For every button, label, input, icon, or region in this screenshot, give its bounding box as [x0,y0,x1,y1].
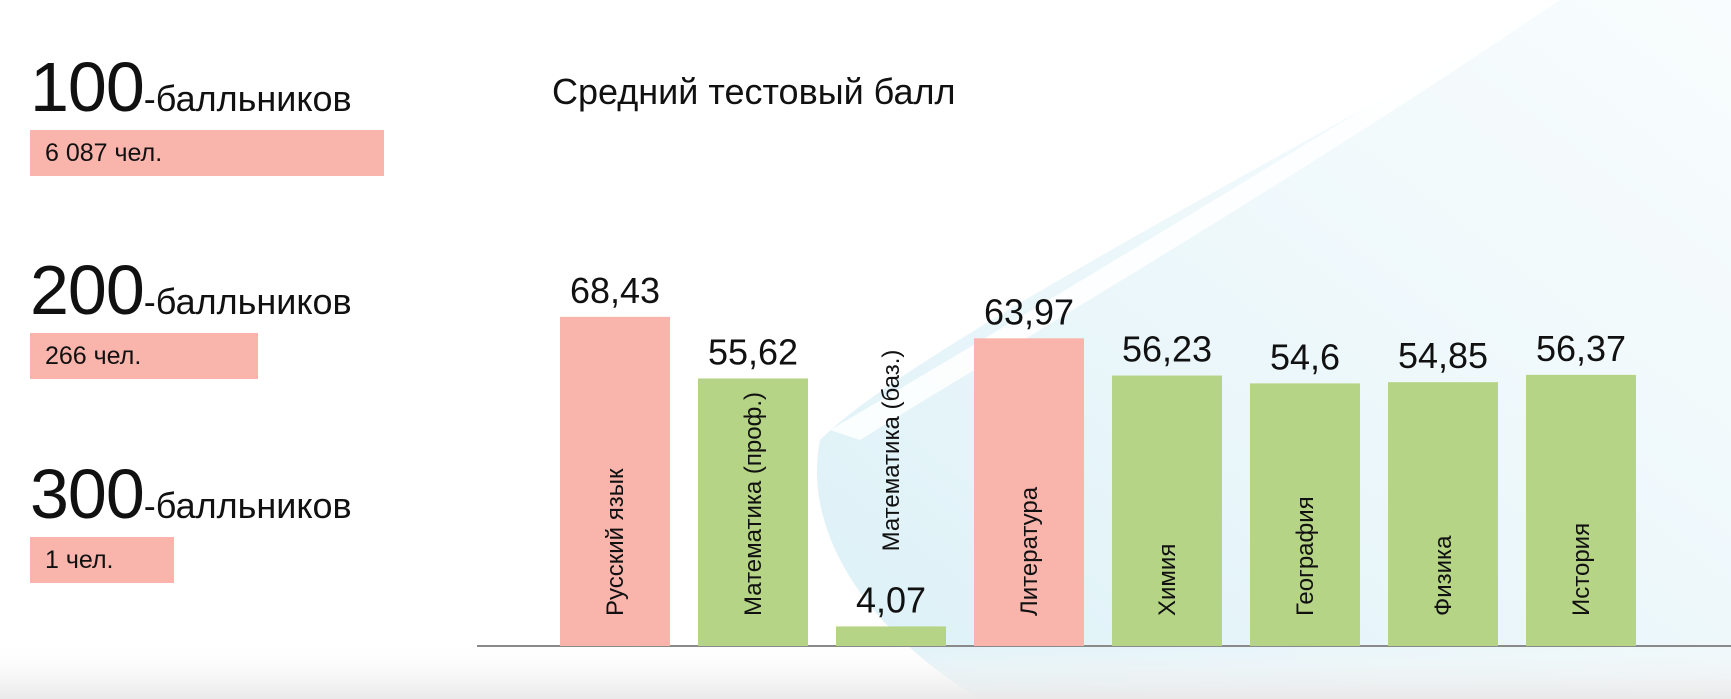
chart-title: Средний тестовый балл [552,71,956,112]
bar-value-label: 55,62 [708,331,798,372]
bar [1388,382,1498,646]
bar-value-label: 56,23 [1122,329,1212,370]
stat-suffix: -балльников [143,281,352,322]
stat-count-badge: 6 087 чел. [30,130,384,176]
stat-count-badge: 266 чел. [30,333,258,379]
bar-value-label: 63,97 [984,291,1074,332]
bar-value-label: 54,85 [1398,335,1488,376]
stat-suffix: -балльников [143,485,352,526]
stat-count-badge: 1 чел. [30,537,174,583]
stat-100: 100-балльников 6 087 чел. [30,52,384,176]
bar-category-label: История [1568,523,1595,616]
bar [836,626,946,646]
bar [1112,375,1222,646]
bar-value-label: 68,43 [570,270,660,311]
stat-number: 200 [30,251,145,329]
stat-200: 200-балльников 266 чел. [30,255,352,379]
bar [1526,374,1636,646]
bar-value-label: 56,37 [1536,328,1626,369]
bar-category-label: Математика (баз.) [878,350,905,552]
bar-category-label: Химия [1154,544,1181,616]
stat-suffix: -балльников [143,78,352,119]
bar-value-label: 54,6 [1270,336,1340,377]
stat-heading: 100-балльников [30,52,352,122]
bar-category-label: Литература [1016,486,1043,616]
bar [698,378,808,646]
bar-category-label: Математика (проф.) [740,392,767,616]
bar [1250,383,1360,646]
bar-category-label: География [1292,496,1319,616]
stat-heading: 300-балльников [30,459,352,529]
bar-value-label: 4,07 [856,579,926,620]
stat-heading: 200-балльников [30,255,352,325]
bar [560,316,670,646]
bar [974,338,1084,646]
bar-category-label: Физика [1430,535,1457,616]
bar-category-label: Русский язык [602,468,629,616]
stat-number: 300 [30,455,145,533]
stat-300: 300-балльников 1 чел. [30,459,352,583]
stat-number: 100 [30,48,145,126]
